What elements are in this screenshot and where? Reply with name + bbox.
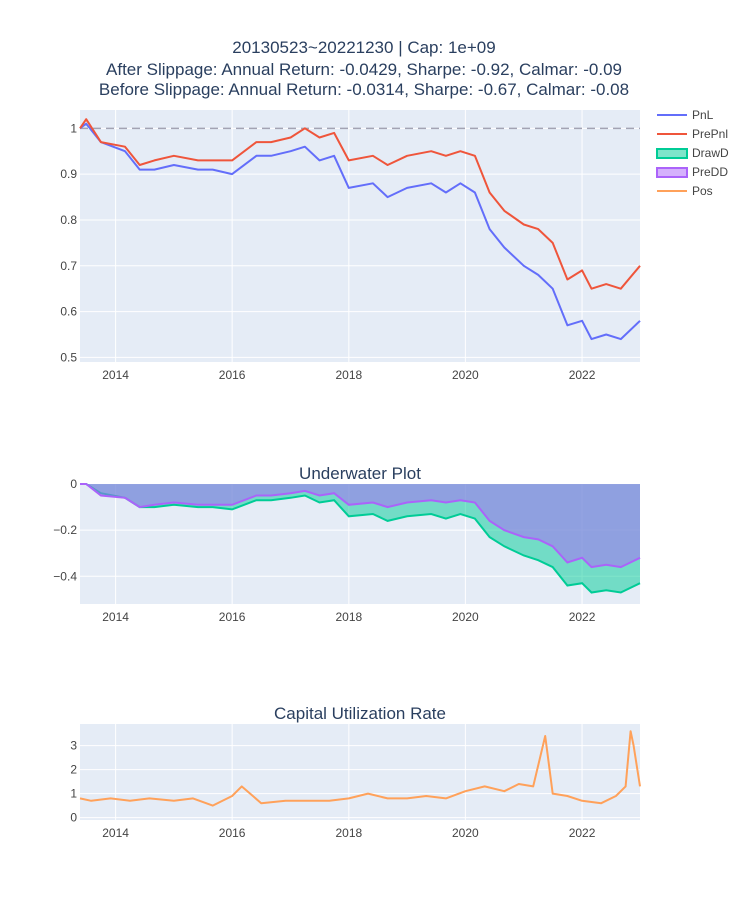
underwater-x-ticks: 2014 2016 2018 2020 2022: [102, 610, 595, 624]
legend-swatch: [656, 167, 688, 178]
x-tick-label: 2022: [569, 368, 596, 382]
title-line-1: 20130523~20221230 | Cap: 1e+09: [232, 38, 495, 57]
main-title: 20130523~20221230 | Cap: 1e+09 After Sli…: [99, 38, 629, 99]
legend-item-pnl[interactable]: PnL: [657, 108, 714, 122]
x-tick-label: 2014: [102, 826, 129, 840]
y-tick-label: 0.7: [60, 259, 77, 273]
y-tick-label: 0.5: [60, 350, 77, 364]
pnl-y-ticks: 0.5 0.6 0.7 0.8 0.9 1: [60, 121, 77, 364]
predd-line: [80, 483, 641, 569]
x-tick-label: 2022: [569, 610, 596, 624]
pos-line: [79, 730, 641, 807]
y-tick-label: −0.4: [53, 569, 77, 583]
legend-item-pos[interactable]: Pos: [657, 184, 713, 198]
y-tick-label: −0.2: [53, 523, 77, 537]
y-tick-label: 1: [70, 787, 77, 801]
x-tick-label: 2020: [452, 610, 479, 624]
x-tick-label: 2016: [219, 610, 246, 624]
utilization-y-ticks: 0 1 2 3: [70, 739, 77, 825]
x-tick-label: 2018: [335, 368, 362, 382]
pnl-panel: 2014 2016 2018 2020 2022 0.5 0.6 0.7 0.8 0.9 1: [60, 110, 641, 382]
drawd-line: [80, 483, 641, 594]
prepnl-line: [79, 118, 641, 290]
underwater-title: Underwater Plot: [299, 464, 421, 483]
utilization-series: [79, 730, 641, 807]
x-tick-label: 2022: [569, 826, 596, 840]
utilization-plot-area: [80, 724, 640, 820]
y-tick-label: 0: [70, 811, 77, 825]
x-tick-label: 2014: [102, 368, 129, 382]
y-tick-label: 3: [70, 739, 77, 753]
pnl-x-ticks: 2014 2016 2018 2020 2022: [102, 368, 595, 382]
x-tick-label: 2014: [102, 610, 129, 624]
legend-item-prepnl[interactable]: PrePnl: [657, 127, 728, 141]
legend-label: Pos: [692, 184, 713, 198]
utilization-x-ticks: 2014 2016 2018 2020 2022: [102, 826, 595, 840]
pnl-plot-area: [80, 110, 640, 362]
title-line-3: Before Slippage: Annual Return: -0.0314,…: [99, 80, 629, 99]
underwater-panel: Underwater Plot 2014 2016 2018 2020 2022 0 −0…: [53, 464, 641, 624]
y-tick-label: 0.8: [60, 213, 77, 227]
legend[interactable]: PnL PrePnl DrawD PreDD Pos: [656, 108, 729, 198]
legend-label: PreDD: [692, 165, 728, 179]
utilization-title: Capital Utilization Rate: [274, 704, 446, 723]
y-tick-label: 0.9: [60, 167, 77, 181]
legend-swatch: [656, 148, 688, 159]
x-tick-label: 2020: [452, 826, 479, 840]
pnl-line: [79, 122, 641, 341]
pnl-series: [79, 118, 641, 341]
legend-label: DrawD: [692, 146, 729, 160]
legend-label: PrePnl: [692, 127, 728, 141]
underwater-series: [80, 483, 641, 594]
x-tick-label: 2016: [219, 826, 246, 840]
legend-item-predd[interactable]: PreDD: [656, 165, 728, 179]
x-tick-label: 2018: [335, 826, 362, 840]
x-tick-label: 2018: [335, 610, 362, 624]
underwater-y-ticks: 0 −0.2 −0.4: [53, 477, 77, 583]
title-line-2: After Slippage: Annual Return: -0.0429, …: [106, 60, 622, 79]
x-tick-label: 2020: [452, 368, 479, 382]
y-tick-label: 2: [70, 763, 77, 777]
legend-item-drawd[interactable]: DrawD: [656, 146, 729, 160]
legend-label: PnL: [692, 108, 714, 122]
y-tick-label: 1: [70, 121, 77, 135]
y-tick-label: 0: [70, 477, 77, 491]
utilization-panel: Capital Utilization Rate 2014 2016 2018 202…: [70, 704, 641, 840]
y-tick-label: 0.6: [60, 305, 77, 319]
x-tick-label: 2016: [219, 368, 246, 382]
